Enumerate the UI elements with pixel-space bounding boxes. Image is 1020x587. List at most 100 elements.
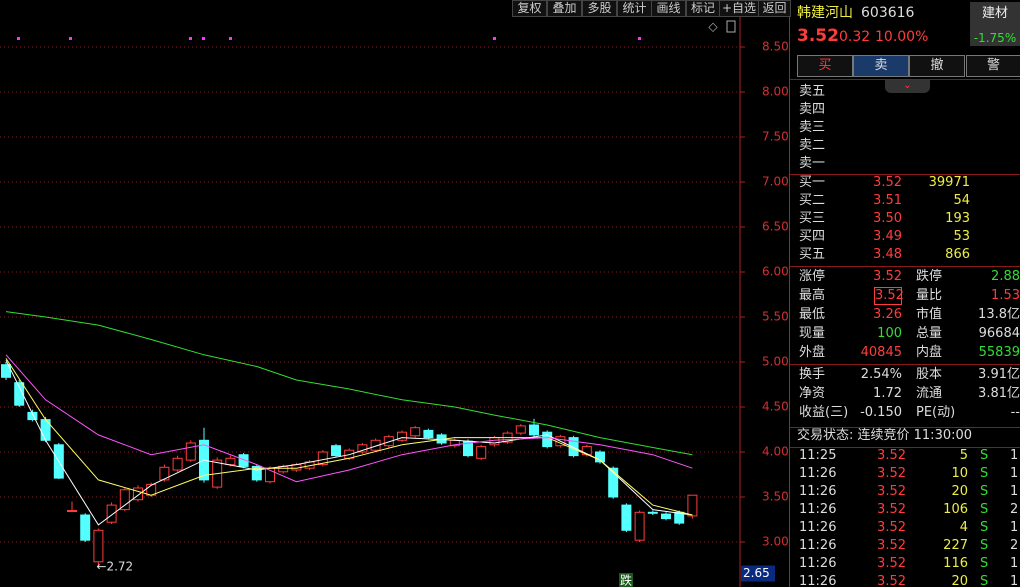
trade-volume: 227	[943, 538, 968, 553]
trade-time: 11:26	[799, 484, 837, 499]
candle-body	[1, 364, 11, 378]
bid-label: 买二	[799, 193, 826, 208]
y-tick-label: 7.00	[762, 175, 789, 189]
stat-value: 3.52	[874, 287, 904, 305]
bid-price: 3.51	[873, 193, 902, 208]
toolbar-button[interactable]: 复权	[512, 0, 547, 17]
candle-body	[357, 444, 368, 453]
cursor-price-box	[741, 565, 775, 582]
candle-body	[159, 466, 170, 481]
trade-count: 2	[1010, 502, 1019, 517]
trade-time: 11:25	[799, 448, 837, 463]
bid-label: 买四	[799, 229, 826, 244]
toolbar-button[interactable]: 叠加	[547, 0, 582, 17]
trade-time: 11:26	[799, 556, 837, 571]
bid-label: 买三	[799, 211, 826, 226]
bid-volume: 193	[945, 211, 970, 226]
bid-label: 买五	[799, 247, 826, 262]
trade-volume: 4	[959, 520, 968, 535]
candle-body	[80, 514, 91, 541]
order-button[interactable]: 卖	[853, 55, 909, 77]
separator	[790, 364, 1020, 365]
moving-average	[5, 359, 693, 526]
order-button[interactable]: 警	[966, 55, 1020, 77]
candle-body	[119, 489, 130, 511]
trade-side: S	[980, 556, 989, 571]
separator	[790, 447, 1020, 448]
stat-label: 现量	[799, 326, 826, 341]
trade-time: 11:26	[799, 574, 837, 587]
toolbar-button[interactable]: 统计	[617, 0, 652, 17]
trade-side: S	[980, 574, 989, 587]
order-button[interactable]: 买	[797, 55, 853, 77]
y-tick-label: 5.50	[762, 310, 789, 324]
candle-body	[687, 494, 698, 517]
toolbar-button[interactable]: 画线	[651, 0, 686, 17]
trade-side: S	[980, 448, 989, 463]
stat-label: 流通	[916, 386, 943, 401]
expand-tab[interactable]: ⌄	[885, 80, 930, 93]
low-annotation: ←2.72	[96, 560, 133, 574]
trade-price: 3.52	[877, 520, 906, 535]
sector-change: -1.75%	[973, 31, 1017, 45]
diamond-icon[interactable]: ◇	[708, 20, 718, 34]
stat-label: 市值	[916, 307, 943, 322]
signal-label: 跌	[620, 573, 632, 587]
candle-body	[133, 487, 143, 501]
sector-name: 建材	[981, 6, 1008, 21]
y-tick-label: 3.00	[762, 535, 789, 549]
toolbar-button[interactable]: 标记	[686, 0, 720, 17]
stat-value: 100	[877, 326, 902, 341]
order-button[interactable]: 撤	[909, 55, 965, 77]
trade-time: 11:26	[799, 538, 837, 553]
trade-time: 11:26	[799, 466, 837, 481]
stat-value: 1.72	[873, 386, 902, 401]
sector-box	[970, 2, 1020, 46]
trade-price: 3.52	[877, 556, 906, 571]
trade-count: 1	[1010, 574, 1019, 587]
panel-icon[interactable]	[726, 20, 736, 33]
bid-price: 3.50	[873, 211, 902, 226]
trade-time: 11:26	[799, 502, 837, 517]
bid-volume: 54	[953, 193, 970, 208]
toolbar-button[interactable]: 多股	[582, 0, 617, 17]
stat-value: --	[1010, 405, 1020, 420]
stat-label: 换手	[799, 367, 826, 382]
candle-body	[661, 513, 671, 520]
moving-average	[5, 358, 693, 516]
toolbar-button[interactable]: +自选	[719, 0, 759, 17]
ask-label: 卖一	[799, 156, 826, 171]
stat-label: 净资	[799, 386, 826, 401]
trade-side: S	[980, 466, 989, 481]
candle-body	[185, 442, 196, 461]
trade-price: 3.52	[877, 484, 906, 499]
last-price: 3.52	[797, 26, 839, 46]
trade-volume: 116	[943, 556, 968, 571]
stat-label: 最高	[799, 288, 826, 303]
toolbar-button[interactable]: 返回	[758, 0, 791, 17]
y-tick-label: 7.50	[762, 130, 789, 144]
change: 0.32	[839, 29, 871, 45]
trade-side: S	[980, 538, 989, 553]
trade-price: 3.52	[877, 574, 906, 587]
candle-body	[27, 411, 38, 421]
kline-chart: ◇ 8.50 8.00 7.50 7.00 6.50 6.00 5.50 5.00 4.50 4.…	[0, 0, 790, 587]
ask-label: 卖二	[799, 138, 826, 153]
trade-volume: 20	[951, 574, 968, 587]
candle-body	[397, 431, 407, 441]
bid-volume: 39971	[928, 175, 970, 190]
trade-volume: 20	[951, 484, 968, 499]
stat-value: 40845	[860, 345, 902, 360]
candle-body	[331, 445, 341, 457]
candle-body	[608, 467, 619, 498]
stat-label: 内盘	[916, 345, 943, 360]
candle-body	[67, 510, 77, 512]
ask-label: 卖三	[799, 120, 826, 135]
stat-value: 96684	[978, 326, 1020, 341]
ask-label: 卖四	[799, 102, 826, 117]
candle-body	[172, 457, 183, 471]
trade-price: 3.52	[877, 502, 906, 517]
candle-body	[93, 529, 104, 563]
stat-label: 涨停	[799, 269, 826, 284]
trade-status: 交易状态: 连续竞价 11:30:00	[797, 428, 973, 443]
